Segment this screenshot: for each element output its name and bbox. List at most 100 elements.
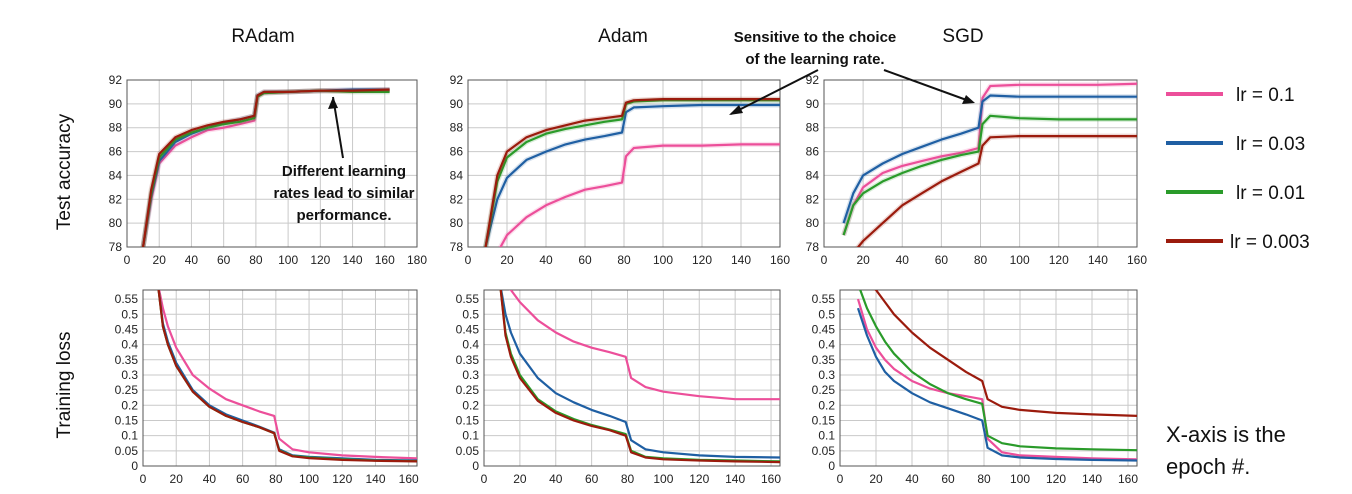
sgd_acc-series-lr-0-03 (842, 94, 1137, 224)
radam_loss-xtick-140: 140 (365, 472, 385, 486)
adam_acc-series-lr-0-003 (484, 97, 780, 247)
sgd_acc-xtick-140: 140 (1088, 253, 1108, 267)
annotation-radam-line3: performance. (296, 207, 391, 224)
annotation-adam: Sensitive to the choice of the learning … (729, 29, 975, 115)
radam_loss-xtick-160: 160 (399, 472, 419, 486)
sgd_loss-frame (839, 289, 1138, 467)
adam_loss-ytick-0.25: 0.25 (456, 383, 480, 397)
adam_loss-series-lr-0-03 (500, 290, 780, 459)
legend-label-lr-0-03: lr = 0.03 (1236, 134, 1305, 155)
radam_acc-ytick-86: 86 (109, 145, 123, 159)
radam_acc-xtick-80: 80 (249, 253, 263, 267)
adam_acc-ytick-82: 82 (450, 192, 464, 206)
adam_loss-ytick-0.3: 0.3 (462, 368, 479, 382)
sgd_loss-xtick-120: 120 (1046, 472, 1066, 486)
adam_acc-series-lr-0-1 (499, 143, 780, 247)
legend-label-lr-0-01: lr = 0.01 (1236, 183, 1305, 204)
adam_acc-ytick-90: 90 (450, 97, 464, 111)
radam_acc-frame (126, 79, 418, 248)
sgd_loss-ytick-0.4: 0.4 (818, 338, 835, 352)
ylabel-test-accuracy: Test accuracy (54, 113, 75, 230)
sgd_loss-xtick-20: 20 (869, 472, 883, 486)
annotation-adam-line2: of the learning rate. (745, 51, 884, 68)
adam_acc-ytick-78: 78 (450, 240, 464, 254)
radam_acc-ytick-90: 90 (109, 97, 123, 111)
adam_loss-ytick-0.2: 0.2 (462, 398, 479, 412)
title-adam: Adam (598, 26, 648, 47)
sgd_loss-xtick-100: 100 (1010, 472, 1030, 486)
sgd_acc-frame (823, 79, 1138, 248)
annotation-adam-arrowhead-left (729, 105, 743, 115)
sgd_loss-series-group (856, 290, 1137, 462)
sgd_loss-ytick-0.55: 0.55 (812, 292, 836, 306)
sgd_loss-series-lr-0-01 (859, 290, 1137, 452)
annotation-adam-arrowhead-right (962, 95, 975, 104)
adam_acc-frame (467, 79, 781, 248)
adam_loss-xtick-60: 60 (585, 472, 599, 486)
radam_loss-panel: 0 20 40 60 80 100 120 140 160 00.050.1 0.150.20.25… (115, 289, 419, 486)
sgd_acc-series-lr-0-1 (842, 82, 1137, 236)
adam_acc-xtick-20: 20 (500, 253, 514, 267)
sgd_acc-ytick-86: 86 (806, 145, 820, 159)
radam_acc-xtick-20: 20 (153, 253, 167, 267)
sgd_acc-xtick-20: 20 (856, 253, 870, 267)
sgd_acc-xtick-160: 160 (1127, 253, 1147, 267)
legend-label-lr-0-003: lr = 0.003 (1230, 232, 1310, 253)
radam_acc-xtick-120: 120 (310, 253, 330, 267)
sgd_loss-series-lr-0-003 (874, 290, 1137, 417)
title-radam: RAdam (231, 26, 294, 47)
adam_acc-ytick-80: 80 (450, 216, 464, 230)
adam_loss-ytick-0.15: 0.15 (456, 413, 480, 427)
adam_acc-ytick-86: 86 (450, 145, 464, 159)
radam_loss-xtick-20: 20 (170, 472, 184, 486)
sgd_loss-ytick-0.5: 0.5 (818, 307, 835, 321)
radam_loss-ytick-0.25: 0.25 (115, 383, 139, 397)
sgd_loss-xtick-0: 0 (837, 472, 844, 486)
adam_acc-xtick-60: 60 (578, 253, 592, 267)
sgd_acc-series-group (841, 81, 1137, 247)
radam_loss-ytick-0.4: 0.4 (121, 338, 138, 352)
radam_acc-ytick-88: 88 (109, 121, 123, 135)
radam_loss-ytick-0.45: 0.45 (115, 322, 139, 336)
sgd_acc-series-lr-0-01 (842, 114, 1137, 236)
sgd_acc-ytick-92: 92 (806, 73, 820, 87)
sgd_acc-series-lr-0-003 (856, 135, 1137, 247)
sgd_loss-ytick-0: 0 (828, 459, 835, 473)
adam_loss-xtick-40: 40 (549, 472, 563, 486)
sgd_acc-xtick-80: 80 (974, 253, 988, 267)
radam_acc-ytick-80: 80 (109, 216, 123, 230)
legend-label-lr-0-1: lr = 0.1 (1236, 85, 1295, 106)
sgd_loss-ytick-0.45: 0.45 (812, 322, 836, 336)
sgd_acc-ytick-78: 78 (806, 240, 820, 254)
radam_loss-xtick-80: 80 (269, 472, 283, 486)
sgd_acc-xtick-120: 120 (1049, 253, 1069, 267)
adam_loss-ytick-0.05: 0.05 (456, 444, 480, 458)
radam_acc-ytick-82: 82 (109, 192, 123, 206)
radam_loss-xtick-0: 0 (140, 472, 147, 486)
radam_acc-ytick-84: 84 (109, 168, 123, 182)
sgd_acc-ytick-90: 90 (806, 97, 820, 111)
adam_acc-xtick-40: 40 (539, 253, 553, 267)
sgd_loss-ytick-0.2: 0.2 (818, 398, 835, 412)
adam_acc-ytick-84: 84 (450, 168, 464, 182)
adam_loss-series-group (499, 290, 780, 464)
chart-panels: 0 20 40 60 80 100 120 140 160 180 78 80 82 84 86 88 90 92… (109, 73, 1148, 486)
sgd_loss-panel: 0 20 40 60 80 100 120 140 160 00.050.1 0.150.20.25… (812, 289, 1138, 486)
sgd_loss-ytick-0.15: 0.15 (812, 413, 836, 427)
radam_acc-xtick-100: 100 (278, 253, 298, 267)
adam_loss-xtick-20: 20 (513, 472, 527, 486)
adam_loss-xtick-160: 160 (761, 472, 781, 486)
sgd_acc-ytick-88: 88 (806, 121, 820, 135)
sgd_loss-ytick-0.3: 0.3 (818, 368, 835, 382)
adam_loss-xtick-100: 100 (653, 472, 673, 486)
adam_acc-series-lr-0-01 (484, 99, 780, 247)
adam_acc-xtick-120: 120 (692, 253, 712, 267)
legend: lr = 0.1 lr = 0.03 lr = 0.01 lr = 0.003 (1166, 85, 1310, 253)
radam_loss-series-lr-0-1 (158, 290, 417, 460)
adam_acc-xtick-100: 100 (653, 253, 673, 267)
adam_loss-xtick-120: 120 (689, 472, 709, 486)
sgd_loss-xtick-140: 140 (1082, 472, 1102, 486)
sgd_loss-xtick-80: 80 (977, 472, 991, 486)
title-sgd: SGD (942, 26, 983, 47)
adam_loss-series-lr-0-1 (509, 290, 780, 401)
